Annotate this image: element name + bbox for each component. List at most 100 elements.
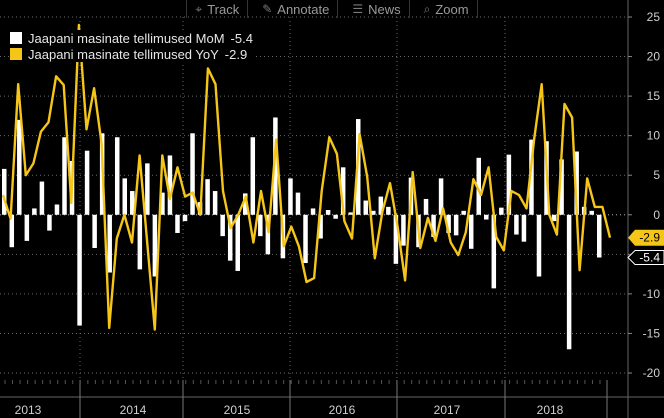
bar-mom xyxy=(130,191,135,215)
news-icon: ☰ xyxy=(352,2,364,16)
bar-mom xyxy=(265,214,271,255)
bar-mom xyxy=(235,214,240,271)
legend-label-mom: Jaapani masinate tellimused MoM xyxy=(28,30,225,46)
x-tick-label: 2017 xyxy=(434,403,461,417)
bar-mom xyxy=(32,208,37,215)
y-tick-label: 25 xyxy=(647,10,661,24)
bar-mom xyxy=(205,179,210,215)
bar-mom xyxy=(468,214,474,249)
bar-mom xyxy=(589,210,594,215)
bar-mom xyxy=(24,214,30,241)
bar-mom xyxy=(160,192,165,215)
x-tick-label: 2013 xyxy=(15,403,42,417)
bar-mom xyxy=(212,191,218,215)
legend-swatch-mom xyxy=(10,32,22,44)
bar-mom xyxy=(167,155,173,215)
bar-mom xyxy=(333,214,338,219)
y-tick-label: -10 xyxy=(643,287,661,301)
x-tick-label: 2016 xyxy=(329,403,356,417)
news-label: News xyxy=(368,1,401,17)
bar-mom xyxy=(506,154,512,215)
bar-mom xyxy=(476,157,481,215)
legend-value-yoy: -2.9 xyxy=(224,46,248,62)
bar-mom xyxy=(514,214,519,235)
crosshair-icon: ⌖ xyxy=(195,1,203,16)
bar-mom xyxy=(273,117,278,215)
bar-mom xyxy=(137,214,143,270)
bar-mom xyxy=(597,214,602,258)
bar-mom xyxy=(521,214,527,242)
magnifier-icon: ⌕ xyxy=(423,1,431,16)
legend-entry-mom[interactable]: Jaapani masinate tellimused MoM -5.4 xyxy=(10,30,253,46)
bar-mom xyxy=(536,214,542,277)
bar-mom xyxy=(295,192,301,215)
bar-mom xyxy=(499,207,504,215)
bar-mom xyxy=(348,212,353,215)
bar-mom xyxy=(84,150,90,215)
bar-mom xyxy=(484,214,489,220)
bar-mom xyxy=(77,214,82,326)
bar-mom xyxy=(39,181,45,215)
bar-mom xyxy=(401,214,406,246)
bar-mom xyxy=(386,206,391,215)
bar-mom xyxy=(114,137,120,215)
last-value-text-mom: -5.4 xyxy=(639,250,660,264)
bar-mom xyxy=(340,167,346,215)
bar-mom xyxy=(152,214,158,277)
news-tool[interactable]: ☰ News xyxy=(344,0,410,18)
annotate-label: Annotate xyxy=(277,1,330,17)
bar-mom xyxy=(423,198,429,215)
bar-mom xyxy=(122,178,128,215)
bar-mom xyxy=(62,137,67,215)
zoom-label: Zoom xyxy=(435,1,469,17)
chart-toolbar: ⌖ Track ✎ Annotate ☰ News ⌕ Zoom xyxy=(0,0,664,18)
bar-mom xyxy=(559,159,564,215)
last-value-text-yoy: -2.9 xyxy=(639,231,660,245)
bar-mom xyxy=(175,214,180,233)
bar-mom xyxy=(310,208,316,215)
y-tick-label: 0 xyxy=(653,208,660,222)
zoom-tool[interactable]: ⌕ Zoom xyxy=(416,0,478,18)
bar-mom xyxy=(461,210,466,215)
bar-mom xyxy=(92,214,97,249)
bar-mom xyxy=(303,214,308,264)
bar-mom xyxy=(107,214,112,273)
track-tool[interactable]: ⌖ Track xyxy=(186,0,249,18)
y-tick-label: 5 xyxy=(653,168,660,182)
bar-mom xyxy=(438,178,444,215)
bar-mom xyxy=(453,214,459,236)
bar-mom xyxy=(288,178,293,215)
x-tick-label: 2014 xyxy=(120,403,147,417)
bar-mom xyxy=(491,214,497,289)
bar-mom xyxy=(371,210,376,215)
bar-mom xyxy=(17,119,22,215)
bar-mom xyxy=(145,163,150,215)
bar-mom xyxy=(227,214,233,261)
legend-entry-yoy[interactable]: Jaapani masinate tellimused YoY -2.9 xyxy=(10,46,253,62)
x-tick-label: 2015 xyxy=(224,403,251,417)
bar-mom xyxy=(393,214,399,264)
bar-mom xyxy=(529,139,534,215)
bar-mom xyxy=(54,204,60,215)
pencil-icon: ✎ xyxy=(262,2,273,16)
last-value-tag-mom xyxy=(627,249,664,265)
last-value-tag-yoy xyxy=(628,229,664,246)
y-tick-label: -15 xyxy=(643,326,661,340)
annotate-tool[interactable]: ✎ Annotate xyxy=(254,0,339,18)
bar-mom xyxy=(250,137,256,215)
legend-value-mom: -5.4 xyxy=(230,30,253,46)
x-tick-label: 2018 xyxy=(537,403,564,417)
bar-mom xyxy=(220,214,225,237)
bar-mom xyxy=(431,214,436,237)
y-tick-label: 10 xyxy=(647,129,661,143)
track-label: Track xyxy=(207,1,240,17)
bar-mom xyxy=(378,196,384,215)
bar-mom xyxy=(190,133,195,215)
bar-mom xyxy=(243,193,248,215)
bar-mom xyxy=(182,214,188,222)
y-tick-label: 20 xyxy=(647,50,661,64)
bar-mom xyxy=(47,214,52,231)
y-tick-label: 15 xyxy=(647,89,661,103)
bar-mom xyxy=(446,214,451,233)
